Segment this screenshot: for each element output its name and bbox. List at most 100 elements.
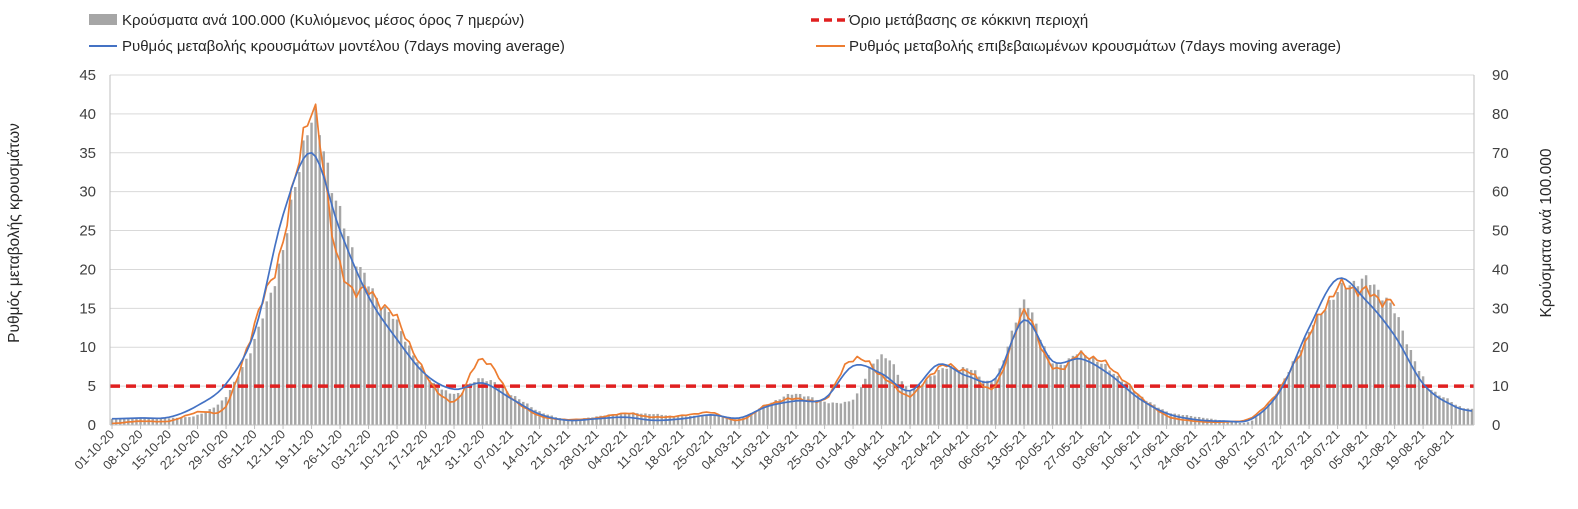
bar [745,416,749,425]
bar [1104,363,1107,425]
bar [680,416,684,425]
right-tick-label: 30 [1492,300,1509,317]
bar [1018,307,1022,425]
bar [285,233,289,425]
bar [1344,288,1347,425]
bar [1381,300,1384,425]
bar [1413,361,1417,425]
bar [750,413,753,425]
legend-item-threshold: Όριο μετάβασης σε κόκκινη περιοχή [811,12,1088,29]
bar [1063,365,1067,425]
left-tick-label: 40 [79,106,96,123]
bar [908,390,912,425]
bar [204,411,207,425]
bar [839,403,843,425]
bar [403,341,407,425]
bar [1360,278,1364,425]
bar [1421,376,1425,425]
bar [306,135,309,426]
legend: Κρούσματα ανά 100.000 (Κυλιόμενος μέσος … [89,12,1341,55]
bar [253,338,256,425]
left-tick-label: 15 [79,300,96,317]
bar [876,359,879,425]
legend-label-bars: Κρούσματα ανά 100.000 (Κυλιόμενος μέσος … [122,12,524,29]
bar [1026,307,1030,425]
bar [493,382,496,425]
bar [794,393,798,425]
bar [929,376,932,425]
bar [359,267,362,425]
bar [1438,395,1441,425]
bar [737,418,741,425]
bar [1250,420,1254,425]
bar [1397,317,1400,425]
bar [501,386,505,425]
bar [1169,413,1172,425]
bar [1417,371,1421,425]
bar [1242,422,1246,425]
left-tick-label: 35 [79,145,96,162]
bar [1124,383,1128,425]
bar [477,378,480,425]
bar [1450,402,1453,425]
bar [904,386,908,425]
bar [318,135,321,425]
bar [273,286,277,425]
bar [538,411,541,425]
left-tick-label: 0 [88,417,96,434]
bar [1238,422,1242,425]
bar [530,407,533,425]
bar [912,388,916,425]
bar [526,403,529,425]
bar [469,383,472,425]
bar [1083,355,1087,425]
bar [957,370,961,425]
bar [473,381,476,425]
bar [562,418,566,425]
legend-label-confirmed: Ρυθμός μεταβολής επιβεβαιωμένων κρουσμάτ… [849,38,1341,55]
bar [998,368,1001,425]
bar [342,228,346,425]
bar [672,416,676,425]
bar [1234,422,1238,425]
bar [778,399,781,425]
bar [1157,407,1160,425]
bar [1071,355,1075,425]
bar [1470,408,1474,425]
bar [1067,358,1071,425]
bar [395,319,399,425]
bar [220,400,224,425]
bar [1254,417,1258,425]
bar [599,415,602,425]
bar [1079,350,1083,425]
bar [448,393,452,425]
bar [709,414,712,425]
bar [1320,314,1323,425]
bar [623,412,627,425]
bar [819,400,822,425]
bar [1352,280,1356,425]
bar [697,415,700,425]
bar [827,403,830,425]
bar [1348,285,1352,425]
bar [676,416,680,425]
bar [1466,408,1470,425]
legend-item-confirmed: Ρυθμός μεταβολής επιβεβαιωμένων κρουσμάτ… [816,38,1341,55]
bar [1120,381,1124,425]
bar [1165,411,1168,425]
bar [522,401,525,425]
bar [1434,391,1437,425]
bar [1226,420,1229,425]
bar [363,272,366,425]
bar [896,374,900,425]
bar [1116,375,1119,425]
bar [790,394,794,425]
bar [1010,330,1014,425]
bar [216,404,220,425]
bar [452,393,456,425]
bar [505,391,509,425]
bar [1108,370,1111,425]
bar [1389,302,1392,425]
bar [884,358,887,425]
